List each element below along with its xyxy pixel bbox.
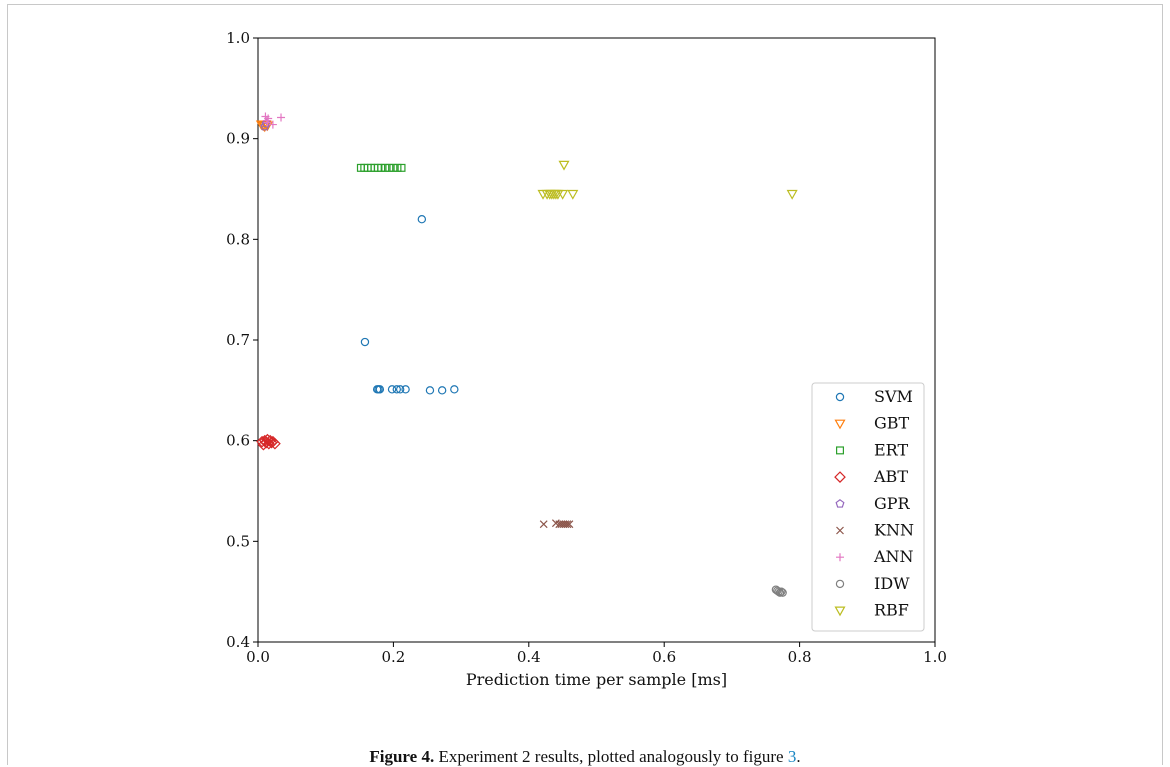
data-point-idw xyxy=(777,587,786,596)
legend-marker-ann xyxy=(836,553,844,562)
legend-box xyxy=(811,382,925,632)
series-rbf xyxy=(537,160,798,200)
y-tick-label: 1.0 xyxy=(226,29,250,47)
y-tick-label: 0.4 xyxy=(226,633,250,651)
x-tick-label: 0.4 xyxy=(517,648,541,666)
data-point-ann xyxy=(263,118,272,127)
data-point-idw xyxy=(774,587,783,596)
data-point-knn xyxy=(563,520,572,529)
data-point-rbf xyxy=(557,189,569,200)
data-point-svm xyxy=(360,337,370,347)
series-ann xyxy=(261,112,286,129)
y-tick-label: 0.8 xyxy=(226,230,250,248)
data-point-svm xyxy=(437,386,447,395)
data-point-svm xyxy=(401,385,410,394)
legend-marker-rbf xyxy=(834,606,846,617)
y-tick-label: 0.9 xyxy=(226,130,250,148)
legend-marker-abt xyxy=(834,471,846,483)
data-point-svm xyxy=(375,385,385,394)
caption-end: . xyxy=(796,747,801,766)
caption-text: Experiment 2 results, plotted analogousl… xyxy=(434,747,788,766)
data-point-ann xyxy=(277,113,286,122)
data-point-ann xyxy=(268,120,277,129)
data-point-svm xyxy=(392,385,401,394)
legend-label-ann: ANN xyxy=(873,547,914,566)
legend-label-idw: IDW xyxy=(874,574,910,593)
figure-label: Figure 4. xyxy=(369,747,435,766)
data-point-rbf xyxy=(567,189,579,200)
data-point-ert xyxy=(381,163,390,172)
data-point-ert xyxy=(377,163,386,172)
legend-label-abt: ABT xyxy=(873,467,908,486)
legend-label-gpr: GPR xyxy=(874,494,911,513)
series-ert xyxy=(356,163,406,172)
data-point-idw xyxy=(775,588,785,597)
data-point-svm xyxy=(425,386,435,395)
legend-marker-svm xyxy=(835,392,845,402)
x-tick-label: 0.8 xyxy=(788,648,812,666)
data-point-rbf xyxy=(786,189,798,200)
data-point-ann xyxy=(262,116,271,125)
y-tick-label: 0.5 xyxy=(226,532,250,550)
data-point-ert xyxy=(385,163,394,172)
x-tick-label: 0.2 xyxy=(381,648,405,666)
x-axis-label: Prediction time per sample [ms] xyxy=(466,670,727,689)
data-point-svm xyxy=(387,385,397,394)
data-point-abt xyxy=(269,437,281,450)
data-point-knn xyxy=(565,520,574,529)
legend-marker-gbt xyxy=(834,419,846,430)
series-idw xyxy=(771,585,787,597)
y-tick-label: 0.6 xyxy=(226,432,250,450)
data-point-ert xyxy=(393,163,402,172)
legend-marker-gpr xyxy=(835,499,845,508)
series-svm xyxy=(360,214,459,395)
y-tick-label: 0.7 xyxy=(226,331,250,349)
figure-caption: Figure 4. Experiment 2 results, plotted … xyxy=(0,747,1170,767)
data-point-knn xyxy=(539,520,548,529)
legend-marker-idw xyxy=(835,579,845,589)
legend-label-gbt: GBT xyxy=(874,414,910,433)
data-point-ert xyxy=(389,163,398,172)
figure-reference-link[interactable]: 3 xyxy=(787,747,797,766)
series-knn xyxy=(539,519,574,529)
data-point-svm xyxy=(450,385,459,394)
legend-marker-knn xyxy=(836,526,844,535)
data-point-ann xyxy=(264,114,273,123)
data-point-svm xyxy=(395,385,405,394)
data-point-svm xyxy=(417,214,427,224)
legend-marker-ert xyxy=(835,446,844,455)
legend-label-svm: SVM xyxy=(874,387,913,406)
x-tick-label: 0.0 xyxy=(246,648,270,666)
x-tick-label: 1.0 xyxy=(923,648,947,666)
figure-frame xyxy=(7,4,1163,765)
x-tick-label: 0.6 xyxy=(652,648,676,666)
data-point-idw xyxy=(778,588,787,597)
legend-label-ert: ERT xyxy=(874,440,908,459)
data-point-abt xyxy=(260,436,272,449)
data-point-ert xyxy=(397,163,406,172)
data-point-rbf xyxy=(558,160,570,171)
series-abt xyxy=(256,433,281,451)
data-point-gpr xyxy=(261,118,271,128)
legend-label-rbf: RBF xyxy=(874,601,909,620)
legend-label-knn: KNN xyxy=(874,521,914,540)
